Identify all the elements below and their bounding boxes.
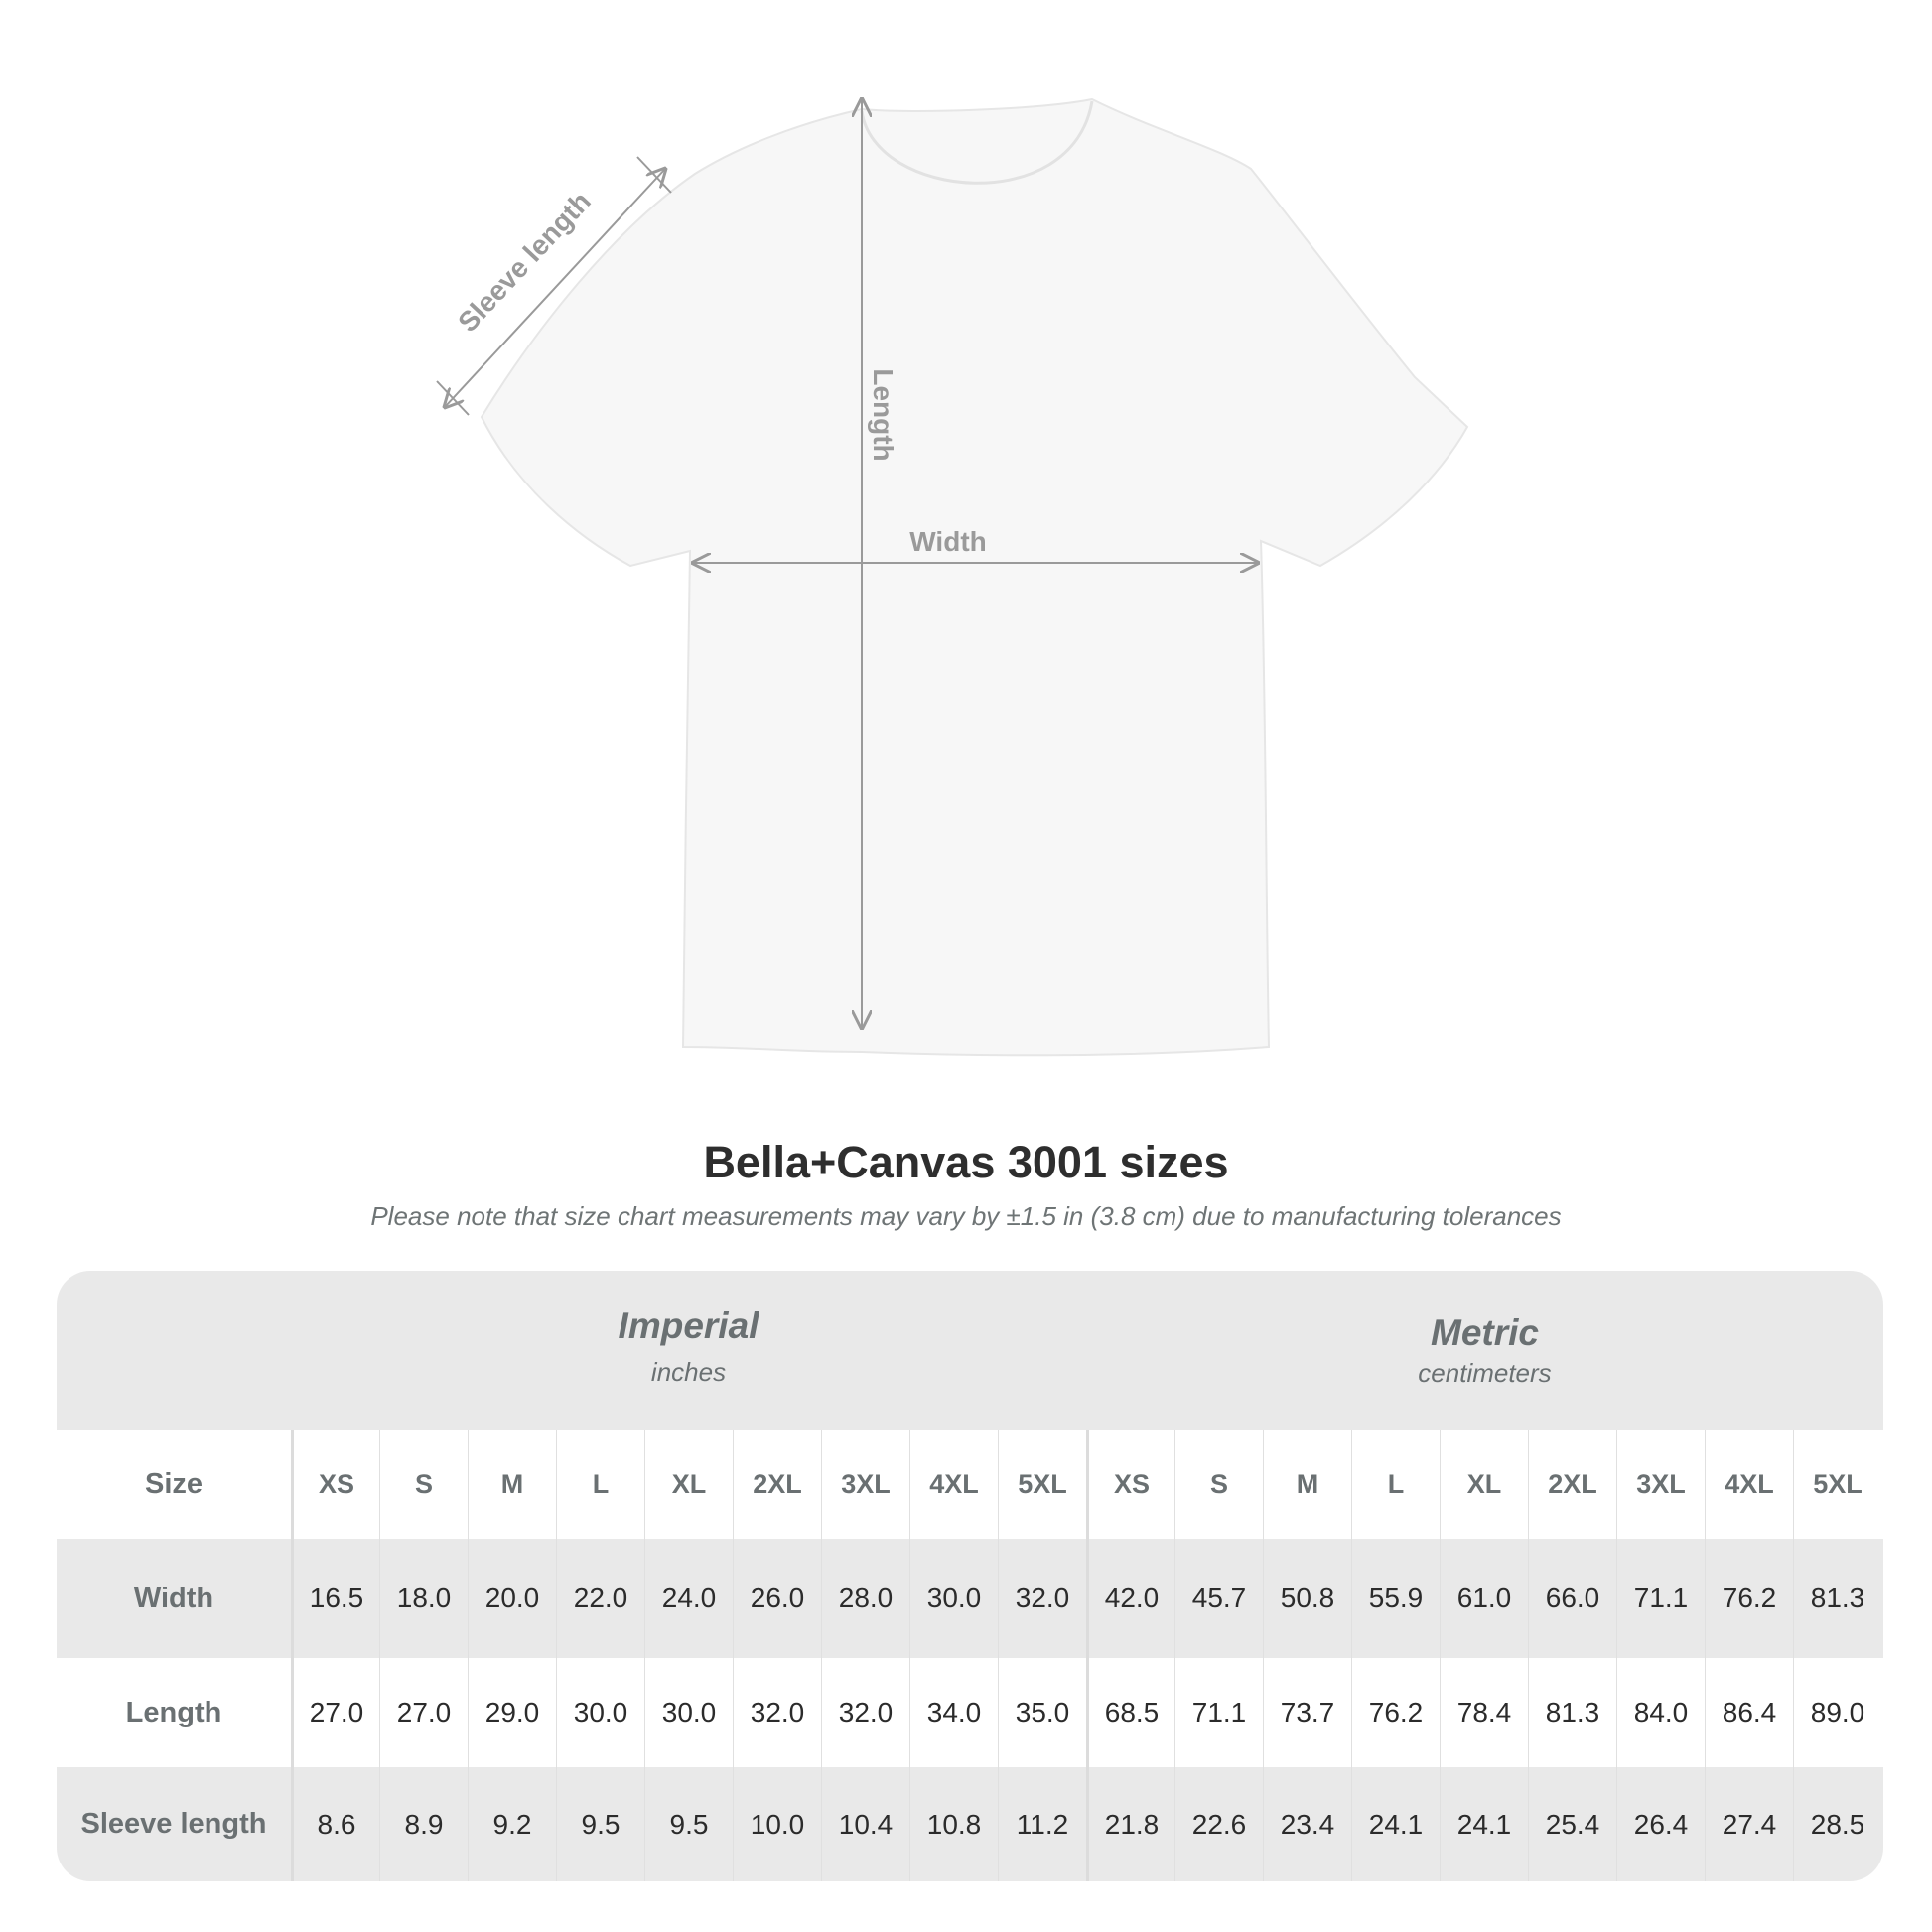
metric-value-cell: 81.3 [1793, 1539, 1881, 1658]
metric-value-cell: 25.4 [1528, 1767, 1616, 1881]
metric-value-cell: 66.0 [1528, 1539, 1616, 1658]
sleeve-tick [436, 380, 470, 416]
size-imperial-header: 3XL [821, 1430, 909, 1539]
imperial-value-cell: 10.4 [821, 1767, 909, 1881]
size-imperial-header: 4XL [909, 1430, 998, 1539]
size-metric-header: M [1263, 1430, 1351, 1539]
imperial-title: Imperial [618, 1306, 759, 1346]
tshirt-body [480, 97, 1469, 1057]
size-metric-header: 2XL [1528, 1430, 1616, 1539]
imperial-value-cell: 10.8 [909, 1767, 998, 1881]
size-metric-header: 5XL [1793, 1430, 1881, 1539]
metric-value-cell: 71.1 [1174, 1658, 1263, 1767]
imperial-value-cell: 29.0 [468, 1658, 556, 1767]
metric-value-cell: 24.1 [1440, 1767, 1528, 1881]
length-label: Length [868, 368, 898, 461]
imperial-header: Imperial inches [291, 1271, 1086, 1430]
imperial-value-cell: 9.5 [644, 1767, 733, 1881]
metric-value-cell: 68.5 [1086, 1658, 1174, 1767]
table-row: Length 27.0 27.0 29.0 30.0 30.0 32.0 32.0 34.0 35… [57, 1658, 1883, 1767]
size-table: Imperial inches Metric centimeters Size X… [57, 1271, 1883, 1881]
imperial-value-cell: 30.0 [644, 1658, 733, 1767]
size-imperial-header: XS [291, 1430, 379, 1539]
imperial-value-cell: 8.6 [291, 1767, 379, 1881]
metric-value-cell: 84.0 [1616, 1658, 1705, 1767]
row-label: Length [125, 1696, 222, 1728]
imperial-value-cell: 30.0 [909, 1539, 998, 1658]
metric-value-cell: 78.4 [1440, 1658, 1528, 1767]
imperial-value-cell: 11.2 [998, 1767, 1086, 1881]
metric-value-cell: 71.1 [1616, 1539, 1705, 1658]
imperial-value-cell: 32.0 [733, 1658, 821, 1767]
size-imperial-header: XL [644, 1430, 733, 1539]
imperial-value-cell: 28.0 [821, 1539, 909, 1658]
size-imperial-header: 5XL [998, 1430, 1086, 1539]
metric-value-cell: 61.0 [1440, 1539, 1528, 1658]
page-title: Bella+Canvas 3001 sizes [703, 1137, 1229, 1187]
metric-unit: centimeters [1418, 1358, 1552, 1388]
row-label: Sleeve length [80, 1808, 267, 1840]
size-metric-header: 3XL [1616, 1430, 1705, 1539]
metric-value-cell: 76.2 [1351, 1658, 1440, 1767]
size-metric-header: S [1174, 1430, 1263, 1539]
width-label: Width [909, 526, 987, 557]
imperial-value-cell: 24.0 [644, 1539, 733, 1658]
metric-value-cell: 27.4 [1705, 1767, 1793, 1881]
metric-value-cell: 23.4 [1263, 1767, 1351, 1881]
imperial-value-cell: 26.0 [733, 1539, 821, 1658]
tshirt-collar [860, 100, 1094, 185]
imperial-value-cell: 18.0 [379, 1539, 468, 1658]
imperial-value-cell: 9.2 [468, 1767, 556, 1881]
row-label: Width [133, 1582, 214, 1614]
imperial-value-cell: 20.0 [468, 1539, 556, 1658]
imperial-value-cell: 27.0 [291, 1658, 379, 1767]
size-imperial-header: 2XL [733, 1430, 821, 1539]
metric-value-cell: 76.2 [1705, 1539, 1793, 1658]
imperial-value-cell: 16.5 [291, 1539, 379, 1658]
sleeve-measure-line [445, 169, 665, 407]
metric-value-cell: 89.0 [1793, 1658, 1881, 1767]
imperial-value-cell: 10.0 [733, 1767, 821, 1881]
imperial-value-cell: 9.5 [556, 1767, 644, 1881]
imperial-value-cell: 34.0 [909, 1658, 998, 1767]
metric-header: Metric centimeters [1086, 1271, 1883, 1430]
metric-value-cell: 81.3 [1528, 1658, 1616, 1767]
metric-value-cell: 86.4 [1705, 1658, 1793, 1767]
metric-value-cell: 22.6 [1174, 1767, 1263, 1881]
tshirt-diagram: Sleeve length Length Width [436, 0, 1469, 1057]
size-metric-header: XS [1086, 1430, 1174, 1539]
table-row: Width 16.5 18.0 20.0 22.0 24.0 26.0 28.0 30.0 32.… [57, 1539, 1883, 1658]
size-metric-header: L [1351, 1430, 1440, 1539]
metric-value-cell: 21.8 [1086, 1767, 1174, 1881]
imperial-value-cell: 32.0 [821, 1658, 909, 1767]
imperial-value-cell: 27.0 [379, 1658, 468, 1767]
size-header-row: Size XS S M L XL 2XL 3XL 4XL 5XL XS S M L XL 2XL 3XL 4XL 5… [57, 1430, 1883, 1539]
size-metric-header: XL [1440, 1430, 1528, 1539]
imperial-value-cell: 30.0 [556, 1658, 644, 1767]
sleeve-tick [636, 156, 672, 194]
metric-value-cell: 28.5 [1793, 1767, 1881, 1881]
imperial-value-cell: 35.0 [998, 1658, 1086, 1767]
size-imperial-header: L [556, 1430, 644, 1539]
metric-title: Metric [1431, 1312, 1539, 1353]
metric-value-cell: 45.7 [1174, 1539, 1263, 1658]
tolerance-note: Please note that size chart measurements… [370, 1201, 1562, 1231]
size-metric-header: 4XL [1705, 1430, 1793, 1539]
imperial-unit: inches [650, 1357, 727, 1387]
table-row: Sleeve length 8.6 8.9 9.2 9.5 9.5 10.0 10.4 10.8… [57, 1767, 1883, 1881]
imperial-value-cell: 32.0 [998, 1539, 1086, 1658]
metric-value-cell: 73.7 [1263, 1658, 1351, 1767]
imperial-value-cell: 22.0 [556, 1539, 644, 1658]
size-imperial-header: S [379, 1430, 468, 1539]
metric-value-cell: 24.1 [1351, 1767, 1440, 1881]
imperial-value-cell: 8.9 [379, 1767, 468, 1881]
metric-value-cell: 55.9 [1351, 1539, 1440, 1658]
metric-value-cell: 50.8 [1263, 1539, 1351, 1658]
size-imperial-header: M [468, 1430, 556, 1539]
metric-value-cell: 42.0 [1086, 1539, 1174, 1658]
metric-value-cell: 26.4 [1616, 1767, 1705, 1881]
row-label: Size [144, 1467, 204, 1500]
